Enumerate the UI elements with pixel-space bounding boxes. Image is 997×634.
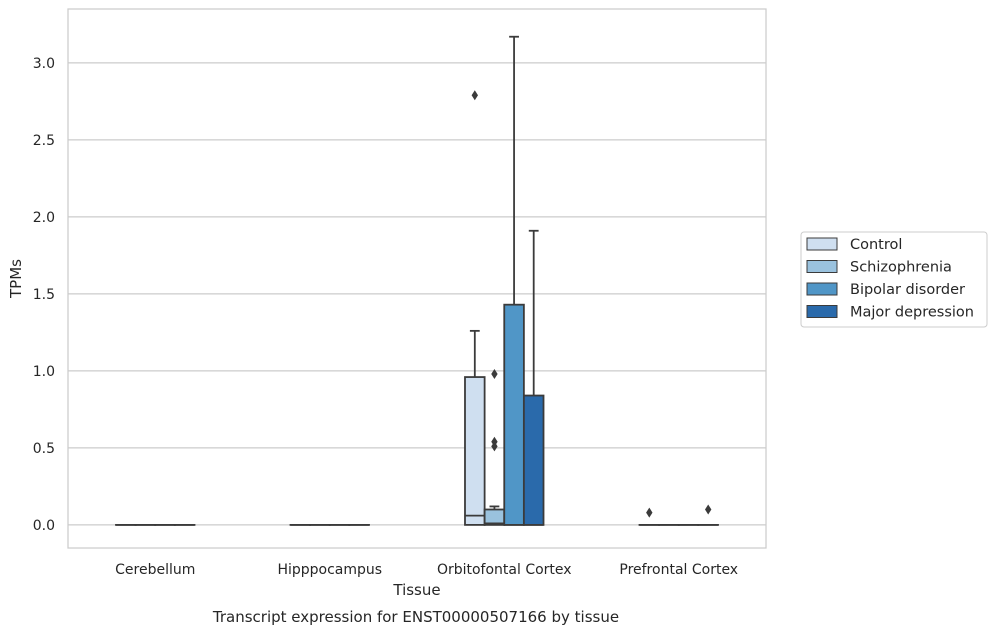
y-axis-ticks: 0.0 0.5 1.0 1.5 2.0 2.5 3.0 [33,56,55,534]
outlier-point [491,368,498,379]
legend-frame [800,231,988,328]
legend-label: Major depression [850,305,974,321]
legend-swatch [806,237,838,251]
outlier-point [471,90,479,101]
legend-swatch [806,282,838,296]
box-body [522,394,545,526]
chart-caption: Transcript expression for ENST0000050716… [212,608,619,626]
y-tick-label: 0.0 [33,518,55,534]
y-tick-label: 1.0 [33,364,55,380]
box-plot-area [115,35,719,526]
plot-frame [67,8,767,549]
legend: Control Schizophrenia Bipolar disorder Majo… [800,231,988,328]
legend-label: Schizophrenia [850,260,952,276]
outlier-point [646,507,653,518]
box-bipolar-disorder [503,35,525,526]
x-tick-label: Prefrontal Cortex [619,562,738,578]
y-tick-label: 3.0 [33,56,55,72]
box-major-depression [697,504,719,526]
legend-label: Bipolar disorder [850,282,965,298]
legend-swatch [806,305,838,318]
y-tick-label: 2.0 [33,210,55,226]
box-body [464,376,486,526]
box-schizophrenia [483,368,506,526]
x-tick-label: Cerebellum [115,562,195,578]
gridlines [68,62,766,526]
box-control [464,90,486,526]
box-major-depression [522,229,545,526]
y-tick-label: 2.5 [33,133,55,149]
y-tick-label: 0.5 [33,441,55,457]
y-tick-label: 1.5 [33,287,55,303]
box-control [638,507,661,526]
x-tick-label: Orbitofontal Cortex [437,562,572,578]
outlier-point [704,504,712,515]
x-tick-label: Hipppocampus [277,562,382,578]
legend-swatch [806,260,838,273]
legend-label: Control [850,237,902,253]
y-axis-title: TPMs [7,259,25,299]
x-axis-ticks: Cerebellum Hipppocampus Orbitofontal Corte… [115,562,738,578]
box-body [503,303,525,526]
outlier-point [491,441,498,452]
x-axis-title: Tissue [392,581,440,599]
